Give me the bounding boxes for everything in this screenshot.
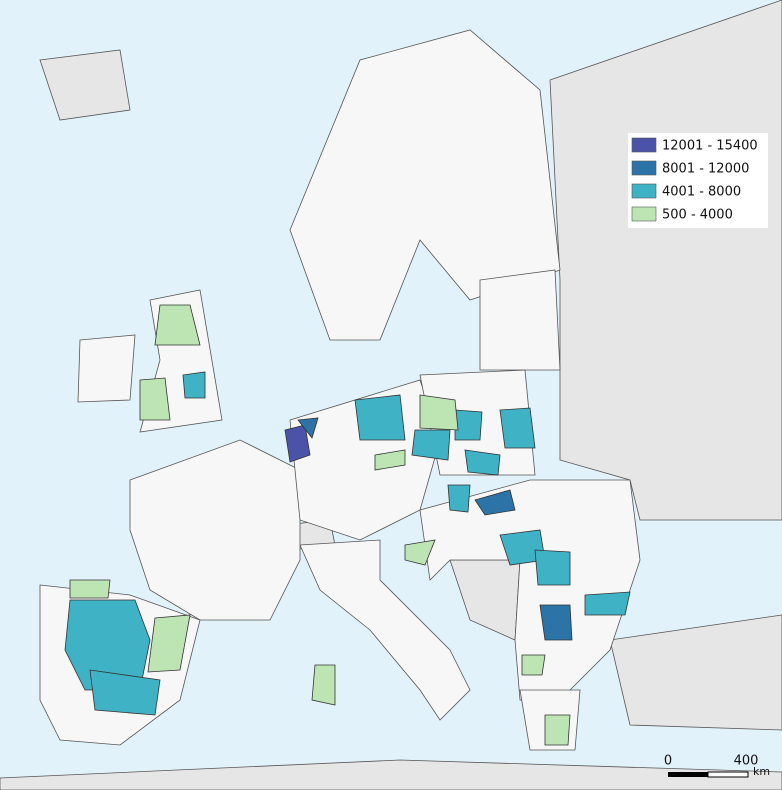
legend-swatch — [631, 160, 657, 176]
region — [311, 664, 336, 706]
region — [419, 394, 459, 431]
region — [411, 429, 451, 461]
region — [474, 489, 516, 516]
region — [534, 549, 571, 586]
region — [139, 377, 171, 421]
legend-label: 12001 - 15400 — [662, 139, 758, 154]
legend-swatch — [631, 137, 657, 153]
scale-label: 400 — [734, 754, 759, 769]
region — [447, 484, 471, 513]
region — [404, 539, 436, 566]
region — [499, 407, 536, 449]
baltics — [479, 269, 561, 371]
italy — [299, 539, 471, 721]
region — [374, 449, 406, 471]
legend-swatch — [631, 206, 657, 222]
regions — [64, 304, 631, 746]
region — [147, 614, 191, 673]
legend-label: 8001 - 12000 — [662, 162, 749, 177]
legend-label: 4001 - 8000 — [662, 185, 741, 200]
region — [89, 669, 161, 716]
region — [544, 714, 571, 746]
scale-segment — [707, 771, 749, 778]
ireland — [77, 334, 136, 403]
legend: 12001 - 15400 8001 - 12000 4001 - 8000 500 … — [631, 137, 758, 223]
iceland — [39, 49, 131, 121]
region — [297, 417, 319, 439]
scale-label: 0 — [664, 754, 672, 769]
region — [354, 394, 406, 441]
region — [69, 579, 111, 599]
region — [584, 591, 631, 616]
turkey — [609, 614, 782, 731]
scale-bar: 0 400 km — [664, 754, 770, 779]
legend-label: 500 - 4000 — [662, 208, 733, 223]
region — [521, 654, 546, 676]
scale-segment — [668, 772, 708, 777]
region — [182, 371, 206, 399]
region — [464, 449, 501, 476]
russia — [549, 0, 782, 521]
region — [454, 409, 483, 441]
region — [284, 424, 311, 463]
france — [129, 439, 301, 621]
region — [539, 604, 573, 641]
scale-unit: km — [753, 765, 770, 778]
africa — [0, 759, 782, 790]
region — [154, 304, 201, 346]
legend-swatch — [631, 183, 657, 199]
